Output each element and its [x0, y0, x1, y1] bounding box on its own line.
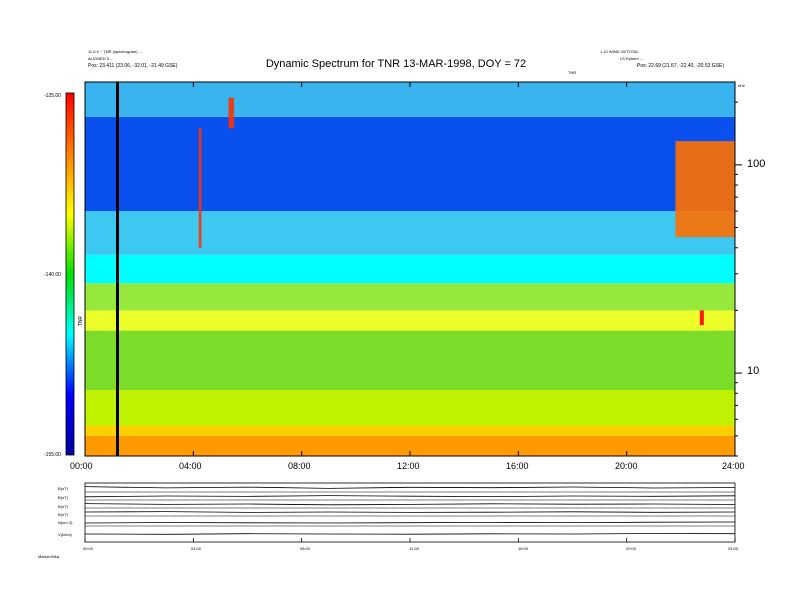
spectrogram-band	[85, 331, 735, 390]
colorbar	[66, 93, 74, 455]
spectrogram-bands	[85, 82, 735, 456]
subpanel-trace	[85, 512, 735, 513]
subpanel-trace	[85, 487, 735, 489]
subpanel-trace	[85, 496, 735, 497]
spectrogram-band	[85, 255, 735, 283]
radio-burst	[700, 310, 704, 325]
spectrogram-band	[85, 310, 735, 330]
spectrogram-band	[85, 283, 735, 310]
radio-burst	[229, 98, 234, 128]
colorbar-gradient	[66, 93, 74, 455]
spectrogram-band	[85, 390, 735, 426]
radio-burst	[199, 128, 202, 248]
subpanel-trace	[85, 522, 735, 523]
subpanel-trace	[85, 534, 735, 535]
spectrogram-band	[85, 426, 735, 436]
frequency-axis-ticks	[735, 102, 742, 456]
spectrogram-band	[85, 82, 735, 117]
radio-burst	[675, 141, 735, 237]
subpanels	[85, 483, 735, 542]
subpanel-trace	[85, 504, 735, 505]
spectrogram-band	[85, 211, 735, 255]
spectrogram-band	[85, 117, 735, 211]
